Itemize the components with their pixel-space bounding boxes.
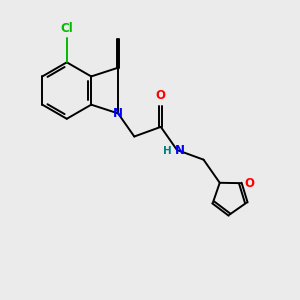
Text: Cl: Cl [60,22,73,35]
Text: O: O [244,177,254,190]
Text: H: H [163,146,172,157]
Text: N: N [174,143,184,157]
Text: N: N [113,107,123,120]
Text: O: O [156,89,166,102]
